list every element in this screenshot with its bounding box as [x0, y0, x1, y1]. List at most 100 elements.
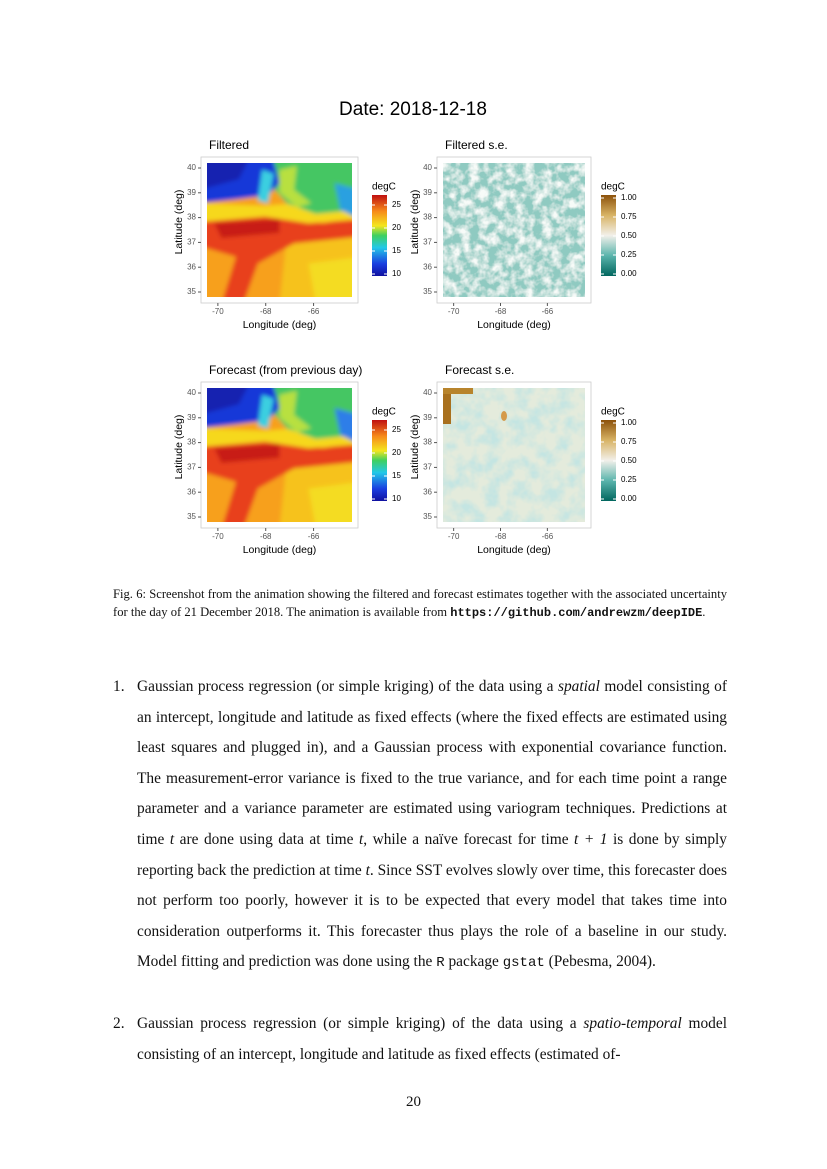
text: , while a naïve forecast for time — [363, 830, 575, 848]
x-tick-label: -70 — [448, 532, 460, 541]
heatmap-area — [207, 203, 352, 224]
heatmap-area — [257, 169, 274, 204]
list-number: 2. — [113, 1015, 125, 1032]
text: is done by simply reporting back the pre… — [137, 830, 727, 879]
plot-background — [436, 381, 592, 529]
x-axis-label: Longitude (deg) — [243, 544, 317, 556]
plot-background — [200, 381, 359, 529]
x-tick-label: -68 — [495, 307, 507, 316]
panel-title: Forecast (from previous day) — [209, 363, 362, 377]
panel-title: Filtered — [209, 138, 249, 152]
caption-text: . — [702, 605, 706, 619]
legend-label: 10 — [392, 269, 401, 278]
y-tick-label: 36 — [187, 262, 196, 271]
heatmap-area — [334, 408, 352, 441]
heatmap — [443, 163, 585, 297]
legend-label: 25 — [392, 200, 401, 209]
heatmap-corner — [443, 388, 451, 424]
legend-label: 20 — [392, 223, 401, 232]
legend-title: degC — [601, 407, 625, 418]
x-axis-label: Longitude (deg) — [477, 319, 551, 331]
panel-title: Forecast s.e. — [445, 363, 514, 377]
page-number: 20 — [406, 1094, 421, 1110]
y-tick-label: 36 — [423, 262, 432, 271]
x-tick-label: -70 — [212, 532, 224, 541]
caption: Fig. 6: Screenshot from the animation sh… — [113, 585, 727, 622]
y-tick-label: 39 — [187, 413, 196, 422]
plot-area — [207, 163, 352, 297]
code: R — [436, 955, 445, 972]
legend-label: 0.00 — [621, 269, 637, 278]
colorbar — [372, 420, 387, 501]
y-tick-label: 40 — [187, 163, 196, 172]
x-axis-label: Longitude (deg) — [477, 544, 551, 556]
y-tick-label: 38 — [187, 213, 196, 222]
x-tick-label: -66 — [542, 307, 554, 316]
legend-label: 0.75 — [621, 437, 637, 446]
legend-label: 0.00 — [621, 494, 637, 503]
y-tick-label: 39 — [187, 188, 196, 197]
caption-url: https://github.com/andrewzm/deepIDE — [450, 606, 703, 620]
y-tick-label: 39 — [423, 188, 432, 197]
panel: Filtered 35 36 37 38 39 40 -70 -68 -66 Longitude (… — [173, 138, 402, 331]
x-tick-label: -70 — [448, 307, 460, 316]
y-tick-label: 40 — [423, 388, 432, 397]
y-tick-label: 35 — [423, 287, 432, 296]
caption-text: Fig. 6: Screenshot from the animation sh… — [113, 587, 727, 619]
legend-label: 0.50 — [621, 231, 637, 240]
legend-label: 20 — [392, 448, 401, 457]
y-tick-label: 35 — [423, 512, 432, 521]
heatmap-area — [207, 163, 248, 188]
heatmap-area — [214, 444, 280, 463]
x-tick-label: -66 — [542, 532, 554, 541]
heatmap-area — [207, 388, 248, 413]
heatmap — [443, 388, 585, 522]
heatmap-area — [257, 394, 274, 429]
y-axis-label: Latitude (deg) — [173, 190, 185, 255]
plot-area — [443, 388, 585, 522]
heatmap-spot — [501, 411, 507, 421]
text: model consisting of an intercept, longit… — [137, 1015, 727, 1063]
legend-label: 15 — [392, 246, 401, 255]
panel: Forecast (from previous day) 35 36 37 38 39 40… — [173, 363, 402, 556]
panel: Forecast s.e. 35 36 37 38 39 40 -70 -68 -66 Longit… — [409, 363, 637, 556]
heatmap-area — [308, 482, 352, 522]
text: Gaussian process regression (or simple k… — [137, 1015, 584, 1032]
text: t — [169, 830, 175, 848]
y-tick-label: 37 — [187, 238, 196, 247]
legend-title: degC — [601, 182, 625, 193]
legend-title: degC — [372, 407, 396, 418]
text: t — [365, 861, 370, 879]
legend-label: 0.25 — [621, 475, 637, 484]
y-tick-label: 38 — [423, 213, 432, 222]
heatmap-area — [214, 219, 280, 238]
colorbar — [601, 195, 616, 276]
legend-label: 10 — [392, 494, 401, 503]
text: . Since SST evolves slowly over time, th… — [137, 861, 727, 971]
y-tick-label: 37 — [423, 463, 432, 472]
legend-label: 0.50 — [621, 456, 637, 465]
y-axis-label: Latitude (deg) — [409, 190, 421, 255]
figure-title: Date: 2018-12-18 — [339, 99, 487, 120]
y-tick-label: 36 — [187, 487, 196, 496]
x-tick-label: -66 — [308, 532, 320, 541]
y-axis-label: Latitude (deg) — [173, 415, 185, 480]
x-tick-label: -68 — [260, 307, 272, 316]
text: Gaussian process regression (or simple k… — [137, 678, 558, 695]
list-number: 1. — [113, 678, 125, 695]
heatmap — [207, 388, 352, 522]
x-tick-label: -68 — [495, 532, 507, 541]
heatmap-area — [207, 428, 352, 449]
text: model consisting of an intercept, longit… — [137, 678, 727, 848]
text: spatial — [557, 678, 600, 695]
legend-label: 1.00 — [621, 193, 637, 202]
y-tick-label: 39 — [423, 413, 432, 422]
colorbar — [601, 420, 616, 501]
x-tick-label: -68 — [260, 532, 272, 541]
plot-area — [443, 163, 585, 297]
legend-label: 1.00 — [621, 418, 637, 427]
text: spatio-temporal — [583, 1015, 682, 1032]
code: gstat — [502, 955, 545, 972]
y-tick-label: 37 — [187, 463, 196, 472]
